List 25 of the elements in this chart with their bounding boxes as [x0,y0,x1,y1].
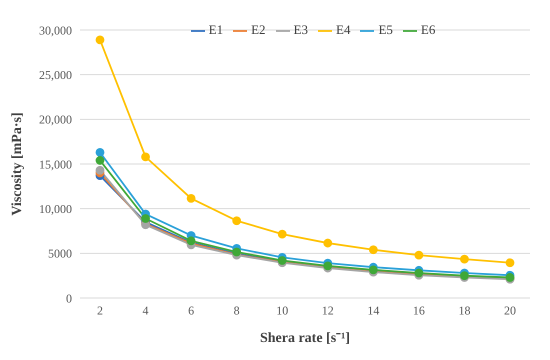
x-tick-label: 16 [412,304,425,318]
x-tick-label: 14 [367,304,380,318]
x-tick-label: 18 [458,304,470,318]
x-axis-title: Shera rate [s⁻¹] [260,331,350,346]
x-tick-label: 6 [188,304,194,318]
y-tick-label: 0 [66,291,72,306]
legend-label: E5 [378,22,393,37]
legend-label: E3 [294,22,308,37]
legend-label: E1 [208,22,224,37]
x-tick-label: 8 [234,304,240,318]
legend-label: E2 [251,22,266,37]
y-tick-label: 5000 [48,246,72,261]
y-tick-label: 15,000 [39,157,72,172]
legend-label: E6 [420,22,436,37]
x-tick-label: 20 [504,304,516,318]
y-tick-label: 20,000 [39,112,72,127]
x-tick-label: 4 [142,304,149,318]
x-tick-label: 12 [322,304,334,318]
y-axis-title: Viscosity [mPa·s] [10,112,25,216]
x-tick-label: 2 [97,304,103,318]
y-tick-label: 30,000 [39,23,72,38]
x-tick-label: 10 [276,304,288,318]
y-tick-label: 25,000 [39,68,72,82]
legend-label: E4 [336,22,350,37]
y-tick-label: 10,000 [39,202,72,216]
